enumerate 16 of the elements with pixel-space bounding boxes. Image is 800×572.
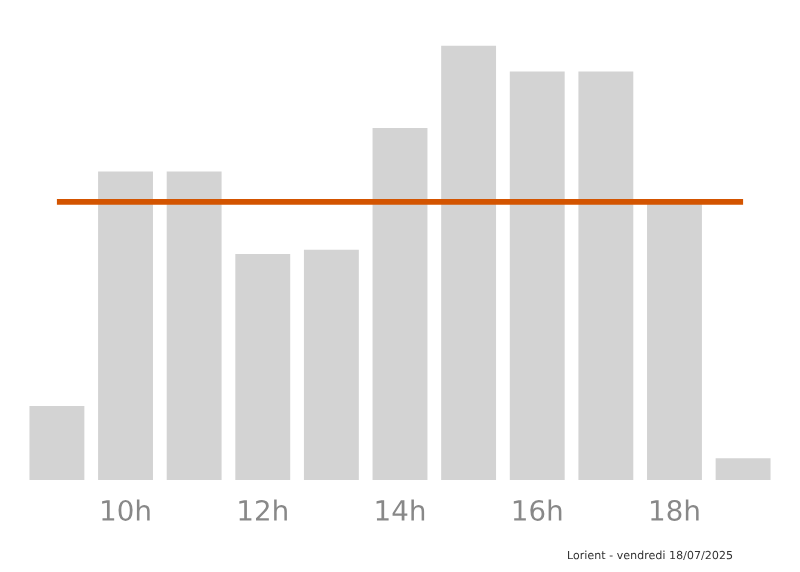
x-tick-label: 14h [376,499,425,521]
x-tick-label: 10h [102,499,150,521]
bar [441,45,497,480]
x-tick-label: 18h [651,499,699,521]
bar [578,71,634,480]
bar [166,171,222,480]
bar [235,254,291,480]
bar [509,71,565,480]
bar [372,127,428,480]
bar [715,458,771,480]
x-tick-label: 16h [513,499,562,521]
bar [303,249,359,480]
bar [29,406,85,480]
x-tick-label: 12h [239,499,287,521]
bar [647,201,702,480]
bar [98,171,153,480]
